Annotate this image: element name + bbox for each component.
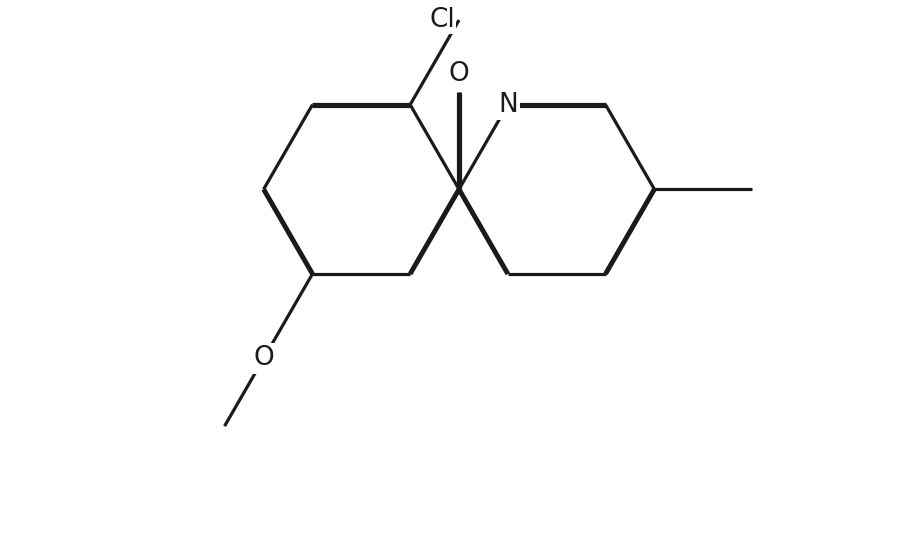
Text: N: N <box>498 92 518 118</box>
Text: Cl: Cl <box>429 7 454 33</box>
Text: O: O <box>253 346 274 371</box>
Text: O: O <box>449 61 469 87</box>
